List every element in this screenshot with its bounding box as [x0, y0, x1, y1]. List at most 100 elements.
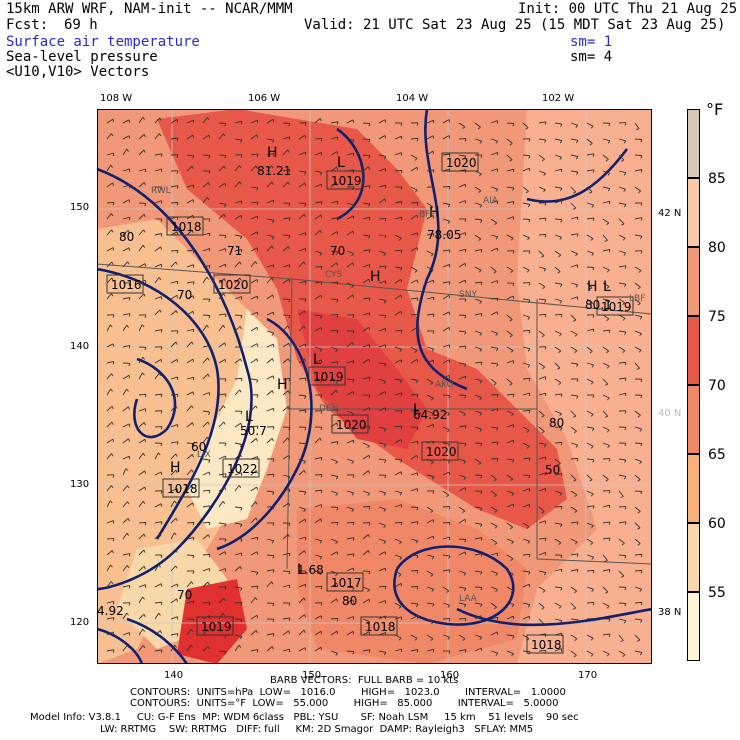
wind-barb-flag [288, 299, 291, 303]
wind-barb [106, 324, 111, 332]
isobar-label: 1020 [426, 445, 457, 459]
wind-barb [570, 122, 578, 126]
wind-barb-flag [543, 173, 546, 176]
low-marker: L [313, 352, 321, 368]
wind-barb [634, 234, 642, 237]
wind-barb [442, 374, 450, 380]
wind-barb [618, 282, 626, 285]
wind-barb [458, 362, 466, 365]
wind-barb [282, 437, 288, 444]
wind-barb [426, 423, 434, 428]
wind-barb-flag [447, 636, 450, 640]
wind-barb-flag [255, 438, 258, 442]
wind-barb-flag [320, 427, 323, 431]
wind-barb [490, 522, 498, 527]
wind-barb-flag [416, 507, 419, 511]
wind-barb [314, 538, 322, 542]
wind-barb-flag [142, 116, 146, 120]
wind-barb-flag [224, 651, 227, 655]
isobar-label: 1020 [336, 418, 367, 432]
wind-barb-flag [303, 261, 306, 265]
wind-barb-flag [576, 140, 579, 144]
wind-barb [346, 230, 354, 236]
wind-barb-flag [591, 525, 594, 529]
wind-barb [394, 425, 402, 428]
wind-barb [346, 650, 355, 653]
wind-barb-flag [126, 148, 130, 152]
high-marker: H [170, 460, 181, 476]
wind-barb [458, 394, 467, 396]
wind-barb-flag [592, 459, 595, 463]
weather-map: 1018 1016 1019 1020 1020 1019 1020 1020 … [97, 109, 652, 664]
wind-barb [346, 215, 354, 220]
wind-barb [234, 506, 243, 509]
wind-barb [538, 313, 547, 316]
lon-label-102w: 102 W [542, 93, 575, 104]
wind-barb [618, 490, 624, 497]
wind-barb [362, 154, 371, 157]
wind-barb-flag [288, 235, 291, 239]
wind-barb [266, 358, 273, 364]
wind-barb-flag [176, 137, 179, 142]
wind-barb [426, 618, 434, 623]
wind-barb [538, 506, 545, 512]
wind-barb [522, 154, 531, 157]
wind-barb [186, 119, 194, 124]
wind-barb [250, 231, 258, 236]
wind-barb-flag [590, 381, 594, 385]
wind-barb [282, 169, 290, 172]
wind-barb-flag [544, 299, 547, 303]
wind-barb [426, 586, 434, 590]
wind-barb [314, 214, 321, 220]
wind-barb [234, 181, 240, 188]
wind-barb-flag [352, 330, 355, 334]
wind-barb [170, 376, 178, 380]
wind-barb-flag [336, 314, 339, 318]
wind-barb [378, 567, 386, 572]
wind-barb-flag [143, 229, 146, 233]
field-1-label: Surface air temperature [6, 34, 200, 50]
colorbar-label-75: 75 [708, 309, 726, 325]
low-marker: L [603, 279, 611, 295]
wind-barb-flag [160, 246, 162, 250]
wind-barb-flag [254, 261, 258, 265]
wind-barb-flag [224, 313, 227, 317]
wind-barb [426, 359, 434, 364]
wind-barb [314, 518, 321, 524]
wind-barb-flag [351, 204, 355, 208]
wind-barb-flag [448, 295, 451, 299]
wind-barb [138, 596, 143, 604]
wind-barb [554, 330, 562, 335]
wind-barb-flag [352, 631, 355, 635]
header-model-line: 15km ARW WRF, NAM-init -- NCAR/MMM [6, 1, 293, 17]
wind-barb-flag [368, 123, 371, 127]
wind-barb [282, 617, 290, 620]
wind-barb [538, 138, 546, 141]
wind-barb-flag [127, 518, 130, 522]
wind-barb-flag [431, 413, 434, 417]
wind-barb [522, 583, 530, 588]
wind-barb [522, 615, 530, 620]
wind-barb-flag [512, 123, 515, 127]
wind-barb-flag [640, 395, 643, 399]
wind-barb [442, 522, 451, 524]
wind-barb [602, 314, 610, 320]
wind-barb-flag [110, 485, 114, 489]
wind-barb [170, 453, 177, 460]
wind-barb [202, 458, 210, 461]
wind-barb [634, 217, 642, 220]
wind-barb [634, 538, 641, 544]
wind-barb-flag [464, 155, 467, 159]
wind-barb [634, 138, 643, 141]
value-label: 50.7 [240, 424, 267, 438]
wind-barb-flag [621, 575, 625, 578]
wind-barb [378, 154, 386, 157]
wind-barb [346, 439, 354, 444]
wind-barb-flag [640, 554, 643, 558]
wind-barb [474, 506, 482, 509]
isobar-label-box [196, 616, 234, 636]
wind-barb-flag [128, 602, 131, 606]
wind-barb [186, 358, 194, 364]
wind-barb [394, 294, 402, 300]
wind-barb-flag [446, 494, 449, 498]
